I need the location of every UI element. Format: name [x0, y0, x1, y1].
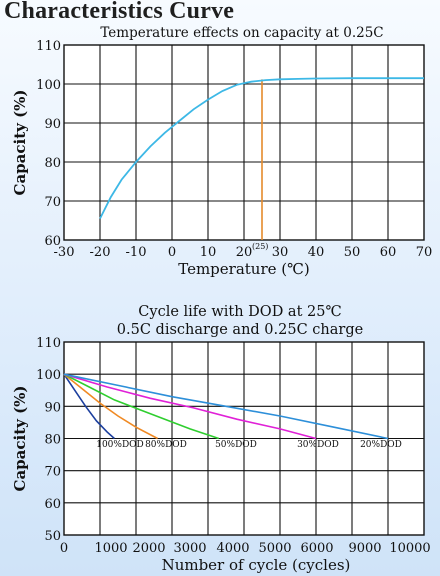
page-title: Characteristics Curve [4, 0, 235, 24]
cycle-chart-y-tick-label: 60 [44, 497, 61, 512]
cycle-chart-x-tick-label: 6000 [300, 541, 333, 556]
cycle-chart-y-tick-label: 90 [44, 400, 61, 415]
cycle-chart-x-tick-label: 1000 [94, 541, 127, 556]
cycle-chart-x-tick-label: 2000 [132, 541, 165, 556]
cycle-chart-y-tick-label: 50 [44, 529, 61, 544]
temp-chart-x-tick-label: 30 [272, 245, 289, 260]
cycle-chart-series-line [63, 373, 158, 440]
temp-chart-x-tick-label: -10 [126, 245, 147, 260]
cycle-chart-series-label: 100%DOD [96, 440, 144, 450]
temp-chart-x-tick-label: -30 [54, 245, 75, 260]
cycle-chart-series-label: 30%DOD [297, 440, 339, 450]
cycle-chart-y-axis-label: Capacity (%) [11, 385, 29, 491]
temp-chart-annotation: (25) [252, 242, 268, 251]
cycle-chart-x-tick-label: 9000 [348, 541, 381, 556]
temp-chart-x-tick-label: -20 [90, 245, 111, 260]
cycle-chart-y-tick-label: 70 [44, 465, 61, 480]
temp-chart-y-tick-label: 100 [36, 78, 61, 93]
temp-chart-x-tick-label: 40 [308, 245, 325, 260]
temp-chart-title: Temperature effects on capacity at 0.25C [100, 25, 383, 41]
cycle-chart-series-label: 80%DOD [145, 440, 187, 450]
cycle-chart-y-tick-label: 80 [44, 433, 61, 448]
temp-chart-x-axis-label: Temperature (℃) [178, 260, 310, 278]
cycle-chart-x-axis-label: Number of cycle (cycles) [162, 556, 351, 574]
temp-chart-x-tick-label: 0 [168, 245, 176, 260]
temp-chart-x-tick-label: 50 [344, 245, 361, 260]
cycle-chart-series-line [63, 373, 115, 440]
cycle-chart-x-tick-label: 4000 [216, 541, 249, 556]
temp-chart-x-tick-label: 10 [200, 245, 217, 260]
cycle-chart-x-tick-label: 5000 [258, 541, 291, 556]
cycle-chart-title-line-1: Cycle life with DOD at 25℃ [138, 304, 341, 320]
cycle-chart-x-tick-label: 3000 [173, 541, 206, 556]
cycle-chart-series-line [63, 373, 317, 440]
cycle-chart-series-line [63, 373, 389, 440]
temp-chart-y-tick-label: 80 [44, 156, 61, 171]
temp-chart-y-tick-label: 110 [36, 39, 61, 54]
cycle-chart-title-line-2: 0.5C discharge and 0.25C charge [117, 322, 363, 338]
temp-chart-series-line [99, 77, 424, 220]
temp-chart-x-tick-label: 60 [380, 245, 397, 260]
cycle-chart-series-label: 20%DOD [360, 440, 402, 450]
temp-chart-y-tick-label: 60 [44, 234, 61, 249]
temp-chart-y-axis-label: Capacity (%) [11, 89, 29, 195]
cycle-chart-series-label: 50%DOD [215, 440, 257, 450]
temp-chart-y-tick-label: 90 [44, 117, 61, 132]
cycle-chart-y-tick-label: 100 [36, 368, 61, 383]
cycle-chart-series-line [63, 373, 220, 440]
cycle-chart-y-tick-label: 110 [36, 336, 61, 351]
cycle-chart-x-tick-label: 10000 [389, 541, 430, 556]
temp-chart-x-tick-label: 70 [416, 245, 433, 260]
temp-chart-y-tick-label: 70 [44, 195, 61, 210]
temp-chart-x-tick-label: 20 [236, 245, 253, 260]
cycle-chart-x-tick-label: 0 [60, 541, 68, 556]
